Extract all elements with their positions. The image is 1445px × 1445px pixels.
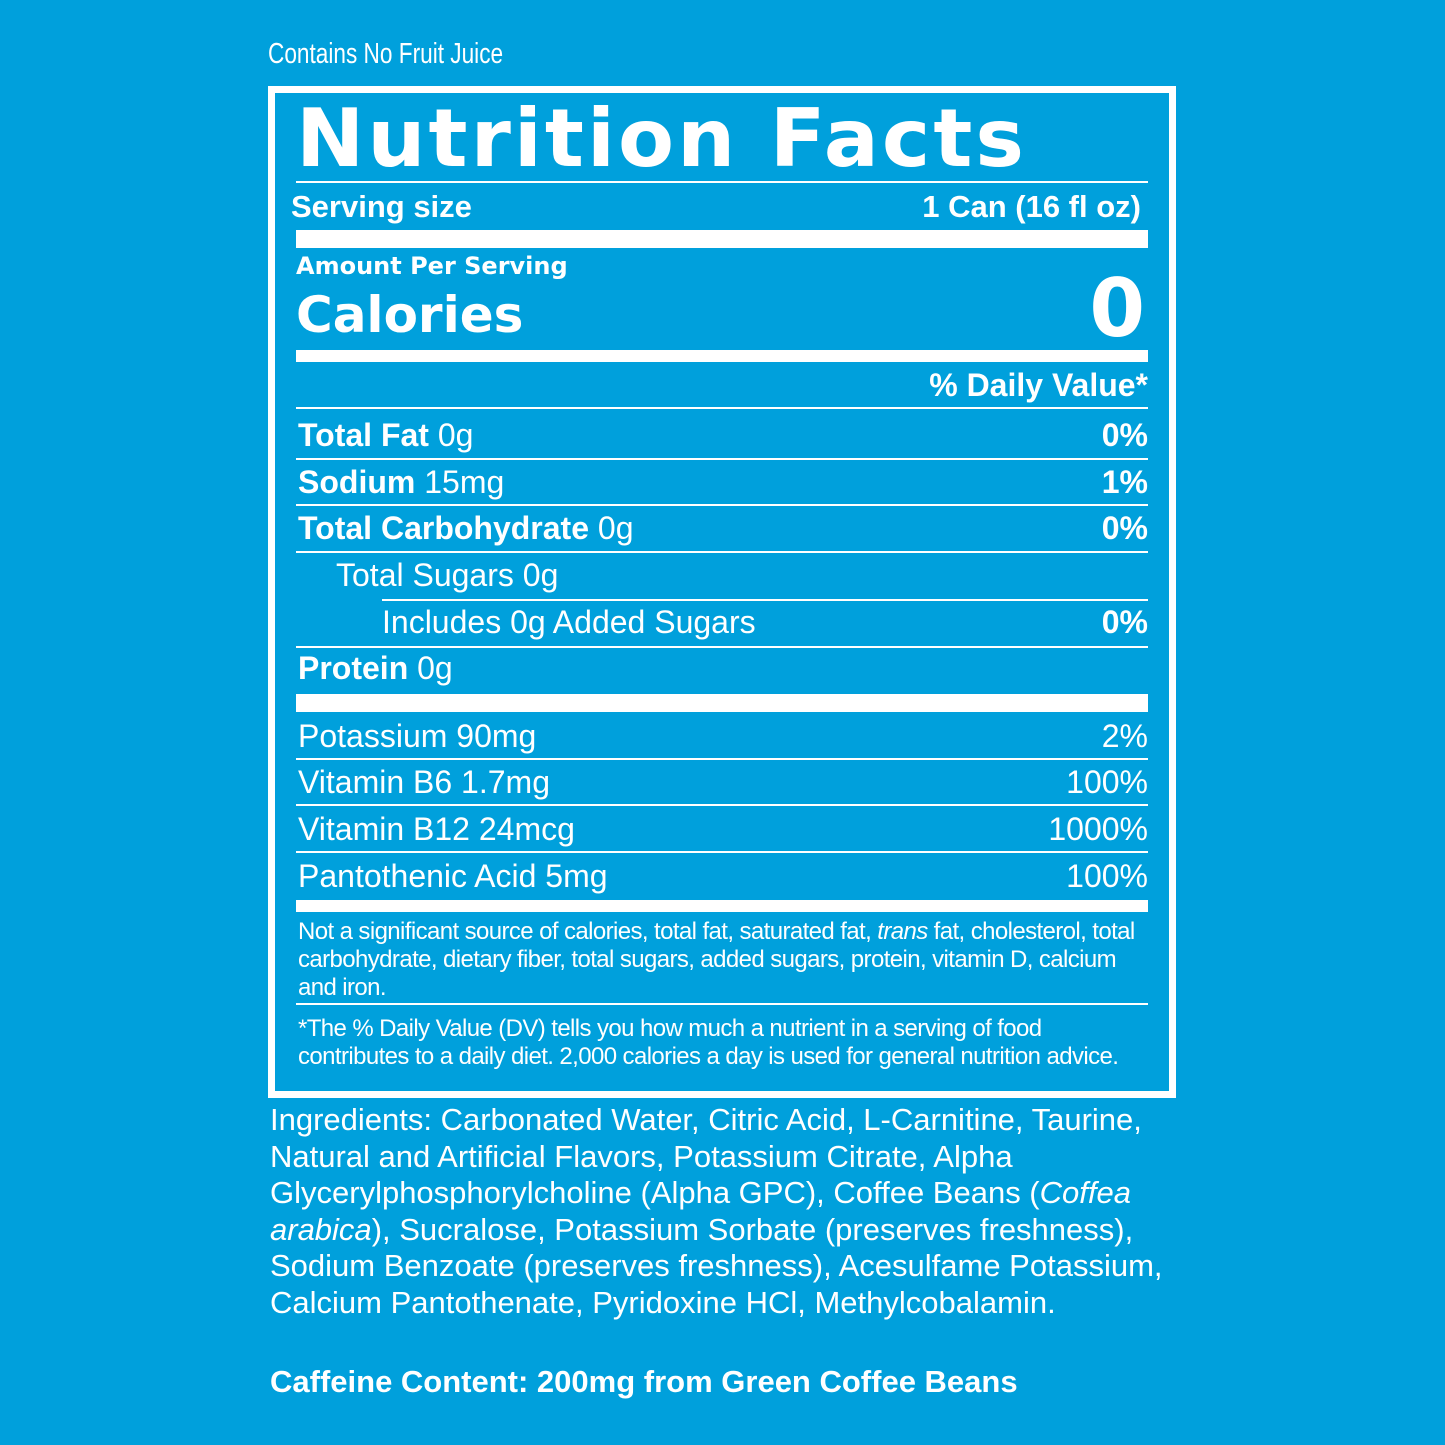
vitamin-row: Vitamin B6 1.7mg 100%	[298, 762, 1148, 802]
vitamin-dv: 100%	[1066, 763, 1148, 800]
divider	[296, 504, 1148, 506]
fruit-juice-note: Contains No Fruit Juice	[268, 38, 504, 70]
caffeine-content: Caffeine Content: 200mg from Green Coffe…	[270, 1364, 1018, 1399]
divider	[296, 758, 1148, 760]
vitamin-name: Pantothenic Acid 5mg	[298, 857, 608, 894]
calories-label: Calories	[296, 286, 524, 344]
nutrient-name: Includes 0g Added Sugars	[382, 603, 756, 640]
vitamin-dv: 1000%	[1048, 810, 1148, 847]
nutrient-amount: 15mg	[424, 463, 505, 500]
ingredients-text: Ingredients: Carbonated Water, Citric Ac…	[270, 1102, 1142, 1210]
serving-size-value: 1 Can (16 fl oz)	[922, 189, 1141, 224]
nutrition-facts-panel	[268, 86, 1176, 1098]
daily-value-header: % Daily Value*	[298, 365, 1148, 405]
nutrient-dv: 0%	[1101, 416, 1148, 453]
footnote-italic: trans	[877, 918, 928, 945]
medium-divider	[296, 350, 1148, 362]
serving-size-row: Serving size 1 Can (16 fl oz)	[291, 187, 1141, 227]
daily-value-footnote: *The % Daily Value (DV) tells you how mu…	[298, 1015, 1119, 1070]
vitamin-dv: 100%	[1066, 857, 1148, 894]
divider	[296, 804, 1148, 806]
nutrient-row-added-sugars: Includes 0g Added Sugars 0%	[382, 602, 1148, 642]
vitamin-name: Vitamin B12 24mcg	[298, 810, 575, 847]
nutrient-row-sodium: Sodium 15mg 1%	[298, 462, 1148, 502]
nutrient-dv: 0%	[1101, 509, 1148, 546]
vitamin-row: Pantothenic Acid 5mg 100%	[298, 856, 1148, 896]
nutrient-name: Total Sugars 0g	[336, 556, 559, 593]
footnote-text: Not a significant source of calories, to…	[298, 918, 878, 945]
divider	[296, 181, 1148, 183]
thick-divider	[296, 230, 1148, 248]
nutrient-amount: 0g	[597, 509, 634, 546]
divider	[296, 1003, 1148, 1005]
serving-size-label: Serving size	[291, 189, 472, 224]
medium-divider	[296, 900, 1148, 912]
nutrient-name: Sodium	[298, 463, 416, 500]
vitamin-name: Potassium 90mg	[298, 717, 537, 754]
ingredients-text: ), Sucralose, Potassium Sorbate (preserv…	[270, 1211, 1163, 1320]
ingredients-list: Ingredients: Carbonated Water, Citric Ac…	[270, 1102, 1170, 1321]
nutrient-dv: 1%	[1101, 463, 1148, 500]
nutrient-amount: 0g	[417, 649, 453, 686]
divider	[296, 851, 1148, 853]
divider	[296, 551, 1148, 553]
vitamin-dv: 2%	[1101, 717, 1148, 754]
nutrient-amount: 0g	[437, 416, 474, 453]
nutrient-dv: 0%	[1101, 603, 1148, 640]
amount-per-serving: Amount Per Serving	[296, 252, 568, 280]
nutrient-row-total-fat: Total Fat 0g 0%	[298, 415, 1148, 455]
divider	[296, 407, 1148, 409]
nutrient-name: Protein	[298, 649, 409, 686]
not-significant-footnote: Not a significant source of calories, to…	[298, 918, 1158, 1002]
panel-title: Nutrition Facts	[296, 92, 1028, 185]
vitamin-row: Vitamin B12 24mcg 1000%	[298, 809, 1148, 849]
nutrient-row-total-sugars: Total Sugars 0g	[336, 555, 1148, 595]
vitamin-row: Potassium 90mg 2%	[298, 716, 1148, 756]
thick-divider	[296, 694, 1148, 712]
daily-value-header-text: % Daily Value*	[929, 366, 1148, 403]
divider	[296, 458, 1148, 460]
nutrient-name: Total Fat	[298, 416, 429, 453]
divider	[382, 599, 1148, 601]
vitamin-name: Vitamin B6 1.7mg	[298, 763, 550, 800]
nutrient-row-protein: Protein 0g	[298, 648, 1148, 688]
calories-value: 0	[1089, 262, 1145, 355]
nutrient-name: Total Carbohydrate	[298, 509, 589, 546]
ingredients-italic: Coffea arabica	[270, 1175, 1131, 1247]
divider	[296, 646, 1148, 648]
nutrient-row-total-carbohydrate: Total Carbohydrate 0g 0%	[298, 508, 1148, 548]
footnote-text: fat, cholesterol, total carbohydrate, di…	[298, 918, 1135, 1001]
